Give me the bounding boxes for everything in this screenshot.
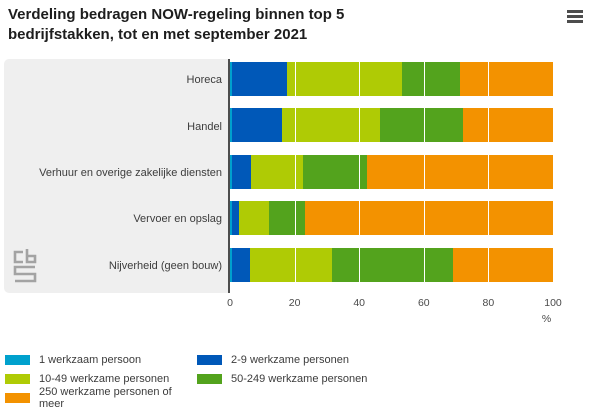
bar-segment [332,247,453,282]
bar-row [230,105,553,151]
bar-segment [232,108,282,143]
bar-segment [459,62,553,96]
hamburger-bar [567,20,583,23]
gridline-overlay [294,59,296,293]
x-axis-tick-label: 0 [227,297,233,309]
legend-label: 50-249 werkzame personen [231,372,368,385]
bar-segment [231,154,251,189]
legend-swatch [5,354,30,365]
stacked-bar [230,247,553,282]
legend-swatch [5,373,30,384]
x-axis-tick-label: 80 [482,297,495,309]
x-axis-tick-label: 20 [288,297,301,309]
category-label: Nijverheid (geen bouw) [108,259,222,272]
bar-segment [286,62,402,96]
legend-label: 250 werkzame personen of meer [39,385,172,410]
bar-segment [401,62,460,96]
x-axis-tick-label: 60 [417,297,430,309]
hamburger-bar [567,10,583,13]
cbs-logo-icon [13,249,37,283]
x-axis-tick-label: 100 [544,297,562,309]
y-axis-line [228,59,230,293]
hamburger-bar [567,15,583,18]
bar-segment [230,247,232,282]
bar-row [230,59,553,105]
bar-segment [379,108,463,143]
legend-item: 10-49 werkzame personen [5,372,197,385]
bar-segment [230,154,232,189]
gridline-overlay [423,59,425,293]
bar-segment [281,108,380,143]
category-panel [4,59,230,293]
category-label: Vervoer en opslag [133,213,222,226]
stacked-bar [230,201,553,236]
category-label: Horeca [186,74,222,87]
bar-segment [269,201,305,236]
bar-segment [250,154,303,189]
gridline-overlay [359,59,361,293]
legend-item: 2-9 werkzame personen [197,353,367,366]
bar-segment [230,201,232,236]
plot-area [230,59,554,293]
stacked-bar [230,62,553,96]
bar-segment [462,108,553,143]
x-axis-tick-label: 40 [353,297,366,309]
bar-row [230,245,553,291]
bar-segment [230,108,233,143]
category-labels: Horeca Handel Verhuur en overige zakelijke… [4,59,222,293]
gridline-overlay [553,59,554,293]
legend-label: 2-9 werkzame personen [231,353,350,366]
legend-swatch [197,354,222,365]
bar-segment [232,62,287,96]
bar-row [230,198,553,244]
x-axis-unit-label: % [541,313,552,325]
stacked-bar [230,108,553,143]
bar-segment [452,247,553,282]
legend-item: 50-249 werkzame personen [197,372,367,385]
bar-segment [231,247,251,282]
bar-segment [302,154,367,189]
gridline-overlay [488,59,490,293]
bar-row [230,152,553,198]
legend-item: 250 werkzame personen of meer [5,386,197,410]
x-axis: % 0 20 40 60 80 100 [227,297,562,329]
legend-swatch [197,373,222,384]
legend-label: 1 werkzaam persoon [39,353,142,366]
bar-segment [239,201,270,236]
bar-segment [250,247,333,282]
hamburger-menu-icon[interactable] [567,10,583,25]
chart-title: Verdeling bedragen NOW-regeling binnen t… [8,6,345,43]
bar-segment [304,201,553,236]
legend-label: 10-49 werkzame personen [39,372,170,385]
stacked-bar [230,154,553,189]
bar-segment [231,201,240,236]
bar-segment [366,154,553,189]
bar-segment [230,62,233,96]
bar-group [230,59,553,293]
category-label: Handel [187,120,222,133]
legend: 1 werkzaam persoon 2-9 werkzame personen 1… [5,353,367,410]
legend-swatch [5,392,30,403]
legend-item: 1 werkzaam persoon [5,353,197,366]
category-label: Verhuur en overige zakelijke diensten [39,166,222,179]
